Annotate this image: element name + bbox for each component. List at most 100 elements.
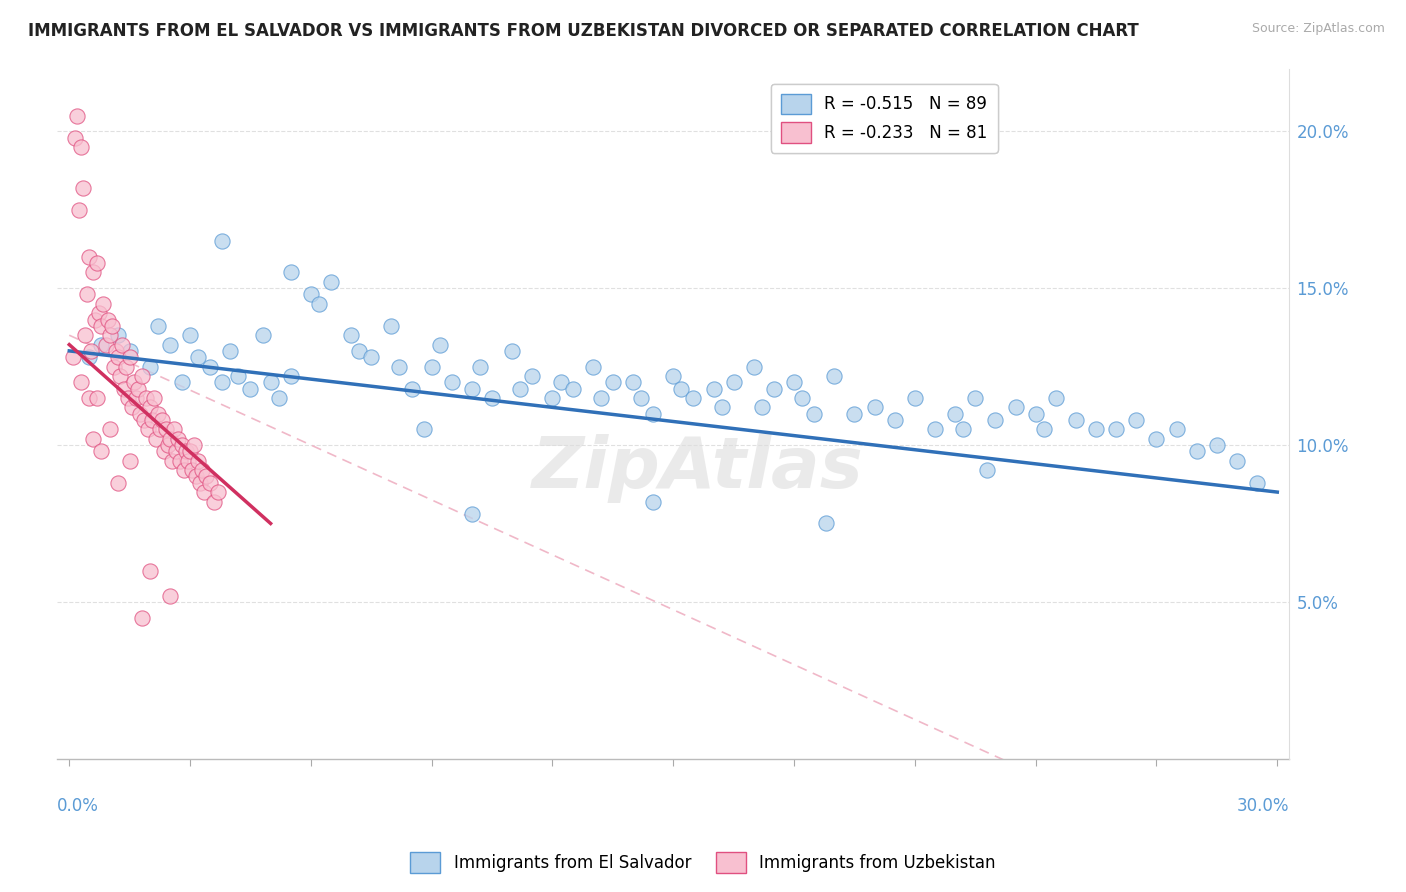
Point bbox=[412, 422, 434, 436]
Point bbox=[70, 376, 93, 390]
Point bbox=[863, 401, 886, 415]
Point bbox=[100, 318, 122, 333]
Legend: R = -0.515   N = 89, R = -0.233   N = 81: R = -0.515 N = 89, R = -0.233 N = 81 bbox=[770, 84, 998, 153]
Point bbox=[103, 359, 125, 374]
Point bbox=[200, 359, 222, 374]
Point bbox=[174, 444, 197, 458]
Point bbox=[308, 297, 330, 311]
Point bbox=[682, 391, 704, 405]
Point bbox=[883, 413, 905, 427]
Point bbox=[280, 265, 302, 279]
Point bbox=[200, 475, 222, 490]
Point bbox=[792, 391, 814, 405]
Point bbox=[159, 337, 181, 351]
Point bbox=[127, 382, 149, 396]
Point bbox=[481, 391, 503, 405]
Point bbox=[114, 359, 136, 374]
Point bbox=[1045, 391, 1067, 405]
Point bbox=[170, 376, 193, 390]
Point bbox=[107, 475, 129, 490]
Point bbox=[1064, 413, 1087, 427]
Point bbox=[401, 382, 423, 396]
Point bbox=[1085, 422, 1108, 436]
Text: 0.0%: 0.0% bbox=[58, 797, 98, 814]
Point bbox=[125, 391, 148, 405]
Point bbox=[783, 376, 806, 390]
Point bbox=[187, 350, 209, 364]
Point bbox=[924, 422, 946, 436]
Point bbox=[169, 453, 191, 467]
Point bbox=[762, 382, 785, 396]
Point bbox=[107, 328, 129, 343]
Point bbox=[163, 422, 186, 436]
Point bbox=[94, 337, 117, 351]
Point bbox=[75, 328, 97, 343]
Point bbox=[202, 494, 225, 508]
Point bbox=[139, 401, 162, 415]
Point bbox=[82, 265, 104, 279]
Point bbox=[380, 318, 402, 333]
Point bbox=[299, 287, 322, 301]
Point bbox=[388, 359, 411, 374]
Point bbox=[118, 350, 141, 364]
Point bbox=[184, 469, 207, 483]
Point bbox=[145, 432, 167, 446]
Point bbox=[501, 343, 523, 358]
Point bbox=[1226, 453, 1249, 467]
Point bbox=[170, 438, 193, 452]
Point bbox=[340, 328, 363, 343]
Point bbox=[142, 391, 165, 405]
Point bbox=[191, 463, 214, 477]
Point bbox=[96, 312, 118, 326]
Point bbox=[429, 337, 451, 351]
Text: IMMIGRANTS FROM EL SALVADOR VS IMMIGRANTS FROM UZBEKISTAN DIVORCED OR SEPARATED : IMMIGRANTS FROM EL SALVADOR VS IMMIGRANT… bbox=[28, 22, 1139, 40]
Point bbox=[976, 463, 998, 477]
Point bbox=[1206, 438, 1229, 452]
Point bbox=[165, 444, 187, 458]
Point bbox=[844, 407, 866, 421]
Point bbox=[179, 328, 201, 343]
Point bbox=[149, 422, 172, 436]
Point bbox=[187, 453, 209, 467]
Point bbox=[108, 369, 131, 384]
Point bbox=[79, 350, 101, 364]
Point bbox=[461, 507, 484, 521]
Point bbox=[984, 413, 1007, 427]
Point bbox=[815, 516, 838, 531]
Point bbox=[146, 407, 169, 421]
Point bbox=[1032, 422, 1054, 436]
Point bbox=[219, 343, 242, 358]
Point bbox=[193, 485, 215, 500]
Point bbox=[67, 202, 90, 217]
Point bbox=[118, 343, 141, 358]
Point bbox=[1105, 422, 1128, 436]
Point bbox=[1004, 401, 1026, 415]
Point bbox=[135, 391, 157, 405]
Point bbox=[468, 359, 491, 374]
Point bbox=[228, 369, 250, 384]
Text: Source: ZipAtlas.com: Source: ZipAtlas.com bbox=[1251, 22, 1385, 36]
Point bbox=[602, 376, 624, 390]
Point bbox=[1166, 422, 1188, 436]
Point bbox=[136, 422, 159, 436]
Point bbox=[420, 359, 443, 374]
Point bbox=[146, 318, 169, 333]
Point bbox=[86, 256, 108, 270]
Point bbox=[90, 444, 112, 458]
Point bbox=[90, 318, 112, 333]
Point bbox=[751, 401, 773, 415]
Point bbox=[621, 376, 644, 390]
Point bbox=[965, 391, 987, 405]
Point bbox=[79, 250, 101, 264]
Point bbox=[239, 382, 262, 396]
Point bbox=[742, 359, 765, 374]
Point bbox=[461, 382, 484, 396]
Point bbox=[72, 180, 94, 194]
Point bbox=[159, 589, 181, 603]
Point bbox=[141, 413, 163, 427]
Point bbox=[188, 475, 211, 490]
Point bbox=[319, 275, 342, 289]
Point bbox=[76, 287, 98, 301]
Point bbox=[107, 350, 129, 364]
Point bbox=[561, 382, 583, 396]
